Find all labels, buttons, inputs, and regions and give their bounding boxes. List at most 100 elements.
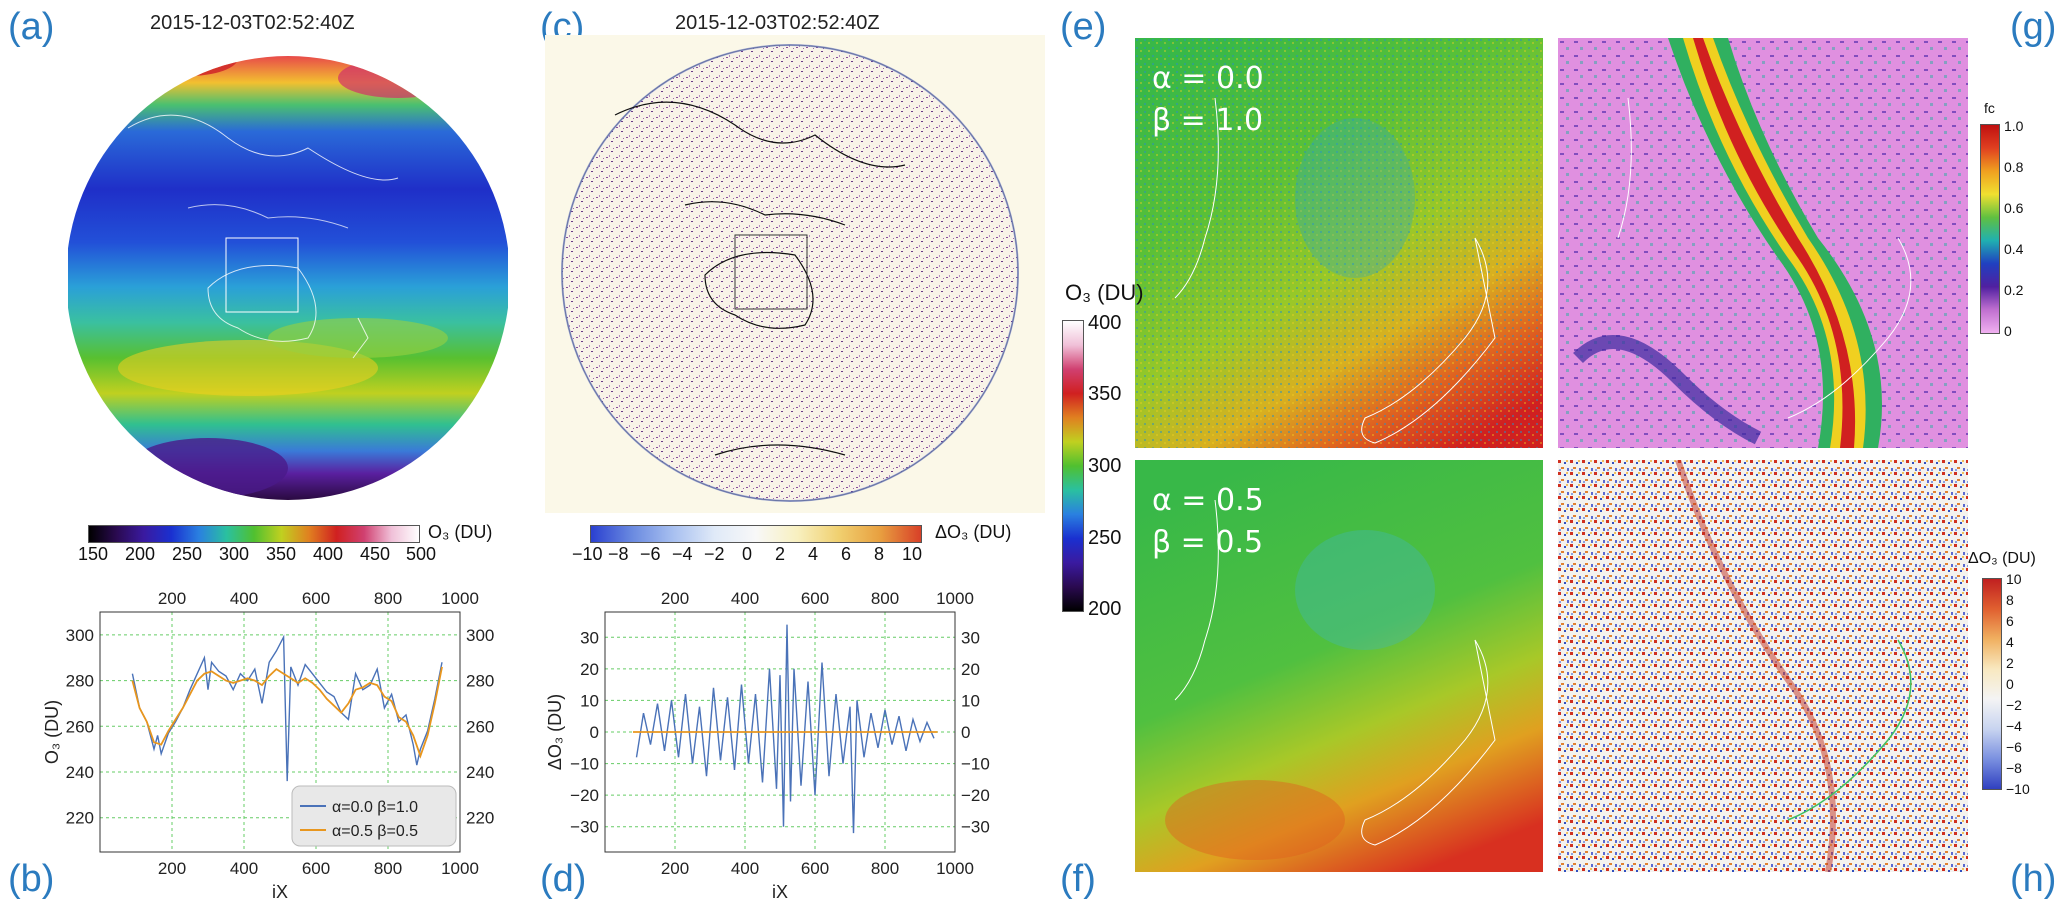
y-tick-label: −30 (961, 818, 990, 837)
y-tick-label: 10 (580, 691, 599, 710)
x-tick-label: 400 (230, 859, 258, 878)
x-tick-label: 600 (801, 859, 829, 878)
x-tick-label: 1000 (441, 589, 479, 608)
panel-c-cb-tick: 4 (808, 544, 819, 564)
y-tick-label: −20 (570, 786, 599, 805)
y-tick-label: 220 (66, 809, 94, 828)
panel-b-chart: 200 200 400 400 600 600 800 800 1000 1000 220 220 24… (42, 589, 494, 902)
panel-c-cb-tick: −2 (704, 544, 725, 564)
y-tick-label: 10 (961, 691, 980, 710)
panel-a-cb-tick: 500 (406, 544, 437, 564)
panel-h-cb-tick: 2 (2006, 655, 2014, 671)
y-tick-label: 20 (580, 660, 599, 679)
panel-c-cb-tick: 2 (775, 544, 786, 564)
panel-e-map (1135, 38, 1543, 448)
panel-label-a: (a) (8, 6, 55, 48)
y-tick-label: −10 (961, 755, 990, 774)
panel-g-cb-label: fc (1984, 100, 1995, 116)
y-tick-label: 240 (66, 763, 94, 782)
panel-a-timestamp: 2015-12-03T02:52:40Z (150, 12, 355, 34)
panel-h-cb-tick: −10 (2006, 781, 2030, 797)
panel-c-cb-tick: 8 (874, 544, 885, 564)
x-tick-label: 400 (731, 859, 759, 878)
x-tick-label: 600 (801, 589, 829, 608)
plot-frame (99, 611, 461, 853)
panel-c-cb-tick: −4 (672, 544, 693, 564)
panel-g-cb-tick: 0.8 (2004, 159, 2024, 175)
x-tick-label: 600 (302, 589, 330, 608)
panel-label-e: (e) (1060, 6, 1107, 48)
panel-a-cb-tick: 450 (360, 544, 391, 564)
y-tick-label: −20 (961, 786, 990, 805)
panel-h-cb-tick: 0 (2006, 676, 2014, 692)
x-tick-label: 400 (230, 589, 258, 608)
x-axis-label: iX (772, 882, 788, 902)
y-tick-label: 0 (590, 723, 599, 742)
y-tick-label: 240 (466, 763, 494, 782)
panel-h-cb-tick: −2 (2006, 697, 2022, 713)
panel-g-cb-tick: 0 (2004, 323, 2012, 339)
y-tick-label: 260 (466, 717, 494, 736)
x-tick-label: 600 (302, 859, 330, 878)
panel-c-colorbar (590, 525, 922, 543)
panel-h-cb-tick: −6 (2006, 739, 2022, 755)
x-axis-label: iX (272, 882, 288, 902)
plot-frame (604, 611, 956, 853)
panel-c-cb-tick: 10 (902, 544, 923, 564)
panel-h-cb-tick: 6 (2006, 613, 2014, 629)
x-tick-label: 800 (871, 859, 899, 878)
panel-h-colorbar (1982, 578, 2002, 790)
y-tick-label: 20 (961, 660, 980, 679)
center-cb-tick: 200 (1088, 598, 1122, 620)
panel-a-cb-label: O₃ (DU) (428, 522, 493, 542)
x-tick-label: 1000 (936, 589, 974, 608)
panel-a-cb-tick: 250 (172, 544, 203, 564)
y-tick-label: −10 (570, 755, 599, 774)
center-cb-tick: 350 (1088, 383, 1122, 405)
x-tick-label: 200 (661, 859, 689, 878)
y-tick-label: 260 (66, 717, 94, 736)
panel-e-alpha: α = 0.0 (1152, 61, 1264, 96)
panel-h-map (1558, 460, 1968, 872)
y-tick-label: 30 (580, 628, 599, 647)
panel-f-alpha: α = 0.5 (1152, 483, 1264, 518)
center-cb-label: O₃ (DU) (1065, 280, 1144, 305)
y-tick-label: 280 (66, 672, 94, 691)
x-tick-label: 800 (374, 589, 402, 608)
series-line-1 (131, 666, 443, 759)
center-colorbar (1062, 320, 1084, 612)
panel-a-colorbar (88, 525, 420, 543)
center-cb-tick: 300 (1088, 455, 1122, 477)
panel-a-globe (68, 56, 508, 500)
x-tick-label: 200 (158, 589, 186, 608)
legend-label: α=0.5 β=0.5 (332, 823, 418, 840)
panel-a-cb-tick: 200 (125, 544, 156, 564)
panel-g-cb-tick: 0.2 (2004, 282, 2024, 298)
y-tick-label: 0 (961, 723, 970, 742)
series-line-0 (635, 624, 935, 834)
x-tick-label: 200 (158, 859, 186, 878)
y-tick-label: 280 (466, 672, 494, 691)
x-tick-label: 1000 (936, 859, 974, 878)
panel-h-cb-label: ΔO₃ (DU) (1968, 550, 2036, 567)
panel-a-cb-tick: 150 (78, 544, 109, 564)
panel-c-timestamp: 2015-12-03T02:52:40Z (675, 12, 880, 34)
panel-g-map (1558, 38, 1968, 448)
panel-c-cb-tick: −8 (608, 544, 629, 564)
panel-c-cb-tick: −6 (640, 544, 661, 564)
center-cb-tick: 400 (1088, 312, 1122, 334)
panel-h-cb-tick: −8 (2006, 760, 2022, 776)
panel-label-d: (d) (540, 858, 587, 900)
panel-label-g: (g) (2010, 6, 2057, 48)
panel-a-cb-tick: 300 (219, 544, 250, 564)
panel-c-globe (561, 44, 1019, 502)
x-tick-label: 1000 (441, 859, 479, 878)
panel-g-cb-tick: 0.4 (2004, 241, 2024, 257)
legend-box (291, 785, 457, 847)
panel-h-cb-tick: 8 (2006, 592, 2014, 608)
panel-label-h: (h) (2010, 858, 2057, 900)
x-tick-label: 800 (374, 859, 402, 878)
y-tick-label: −30 (570, 818, 599, 837)
panel-e-beta: β = 1.0 (1152, 103, 1264, 138)
panel-c-cb-tick: −10 (572, 544, 603, 564)
